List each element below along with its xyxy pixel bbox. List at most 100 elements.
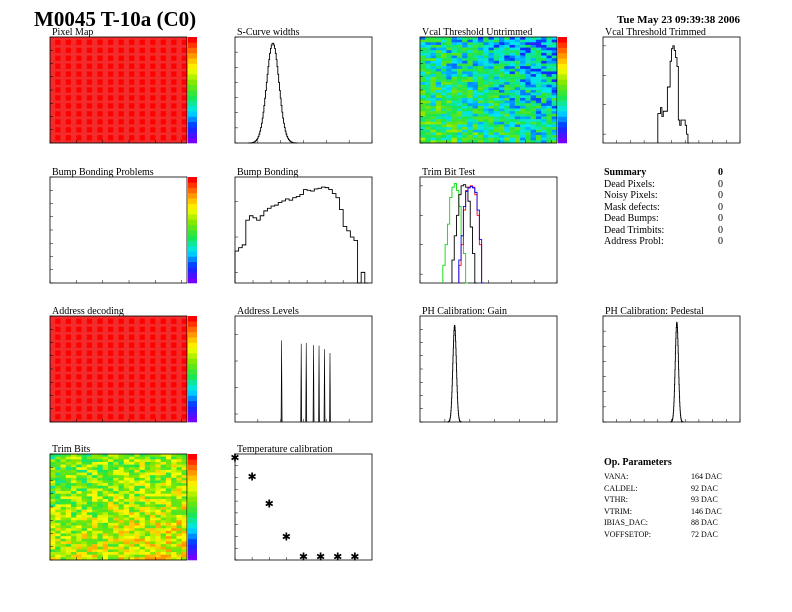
heatmap-cell xyxy=(60,108,67,112)
heatmap-cell xyxy=(60,514,67,518)
heatmap-cell xyxy=(118,97,125,101)
heatmap-cell xyxy=(118,520,125,524)
heatmap-cell xyxy=(160,363,167,367)
heatmap-cell xyxy=(102,121,109,125)
heatmap-cell xyxy=(451,47,458,51)
heatmap-cell xyxy=(92,456,98,460)
heatmap-cell xyxy=(65,103,72,107)
heatmap-cell xyxy=(92,512,98,516)
heatmap-cell xyxy=(60,74,67,78)
heatmap-cell xyxy=(171,552,177,555)
heatmap-cell xyxy=(65,464,72,468)
heatmap-cell xyxy=(139,95,146,99)
heatmap-cell xyxy=(171,480,177,484)
heatmap-cell xyxy=(477,108,484,112)
heatmap-cell xyxy=(86,549,93,553)
heatmap-cell xyxy=(171,387,177,391)
heatmap-cell xyxy=(446,108,452,112)
heatmap-cell xyxy=(451,84,458,88)
heatmap-cell xyxy=(144,403,151,407)
heatmap-cell xyxy=(65,419,72,423)
heatmap-cell xyxy=(113,60,119,64)
heatmap-cell xyxy=(477,74,484,78)
heatmap-cell xyxy=(514,37,521,40)
heatmap-cell xyxy=(530,135,537,138)
heatmap-cell xyxy=(171,416,177,420)
heatmap-cell xyxy=(134,528,140,532)
heatmap-cell xyxy=(97,95,103,99)
heatmap-cell xyxy=(456,100,463,104)
heatmap-cell xyxy=(535,47,542,51)
heatmap-cell xyxy=(530,82,537,85)
heatmap-cell xyxy=(123,326,130,330)
heatmap-cell xyxy=(129,58,135,62)
heatmap-cell xyxy=(50,60,56,64)
heatmap-cell xyxy=(60,124,67,128)
panel-trim-bit-test: Trim Bit Test xyxy=(419,167,558,284)
heatmap-cell xyxy=(60,517,67,521)
heatmap-cell xyxy=(129,459,135,463)
heatmap-cell xyxy=(129,507,135,510)
heatmap-cell xyxy=(425,119,431,123)
heatmap-cell xyxy=(129,504,135,508)
heatmap-cell xyxy=(488,58,495,62)
plot-frame xyxy=(234,36,373,144)
heatmap-cell xyxy=(113,544,119,548)
heatmap-cell xyxy=(541,132,547,136)
heatmap-cell xyxy=(144,74,151,78)
heatmap-cell xyxy=(65,82,72,85)
heatmap-cell xyxy=(493,42,500,46)
heatmap-cell xyxy=(76,514,82,518)
heatmap-cell xyxy=(504,97,510,101)
heatmap-cell xyxy=(102,520,109,524)
heatmap-cell xyxy=(430,58,437,62)
heatmap-cell xyxy=(118,339,125,343)
heatmap-cell xyxy=(425,42,431,46)
heatmap-cell xyxy=(171,554,177,558)
heatmap-cell xyxy=(139,530,146,534)
summary-label: Dead Pixels: xyxy=(604,178,655,190)
heatmap-cell xyxy=(144,323,151,327)
heatmap-cell xyxy=(488,82,495,85)
heatmap-cell xyxy=(118,121,125,125)
heatmap-cell xyxy=(76,100,82,104)
heatmap-cell xyxy=(55,382,61,386)
heatmap-cell xyxy=(493,113,500,117)
heatmap-cell xyxy=(181,475,188,479)
heatmap-cell xyxy=(472,37,479,40)
heatmap-cell xyxy=(150,339,156,343)
heatmap-cell xyxy=(171,316,177,319)
heatmap-cell xyxy=(472,66,479,70)
heatmap-cell xyxy=(456,137,463,141)
heatmap-cell xyxy=(81,90,88,93)
heatmap-cell xyxy=(86,419,93,423)
heatmap-cell xyxy=(113,538,119,542)
heatmap-cell xyxy=(139,390,146,394)
heatmap-cell xyxy=(60,321,67,325)
heatmap-cell xyxy=(71,366,77,370)
heatmap-cell xyxy=(113,342,119,346)
heatmap-cell xyxy=(129,467,135,471)
heatmap-cell xyxy=(181,557,188,561)
heatmap-cell xyxy=(76,371,82,375)
heatmap-cell xyxy=(81,374,88,378)
heatmap-cell xyxy=(488,55,495,59)
heatmap-cell xyxy=(55,82,61,85)
heatmap-cell xyxy=(129,464,135,468)
heatmap-cell xyxy=(81,111,88,115)
heatmap-cell xyxy=(71,483,77,487)
heatmap-cell xyxy=(118,530,125,534)
heatmap-cell xyxy=(65,339,72,343)
heatmap-cell xyxy=(60,403,67,407)
heatmap-cell xyxy=(181,342,188,346)
heatmap-cell xyxy=(541,113,547,117)
heatmap-cell xyxy=(113,390,119,394)
color-bar-segment xyxy=(188,224,197,231)
heatmap-cell xyxy=(113,461,119,465)
heatmap-cell xyxy=(499,103,505,107)
address-level-spike xyxy=(318,345,320,423)
heatmap-cell xyxy=(181,554,188,558)
heatmap-cell xyxy=(71,105,77,109)
heatmap-cell xyxy=(86,100,93,104)
heatmap-cell xyxy=(546,71,553,75)
